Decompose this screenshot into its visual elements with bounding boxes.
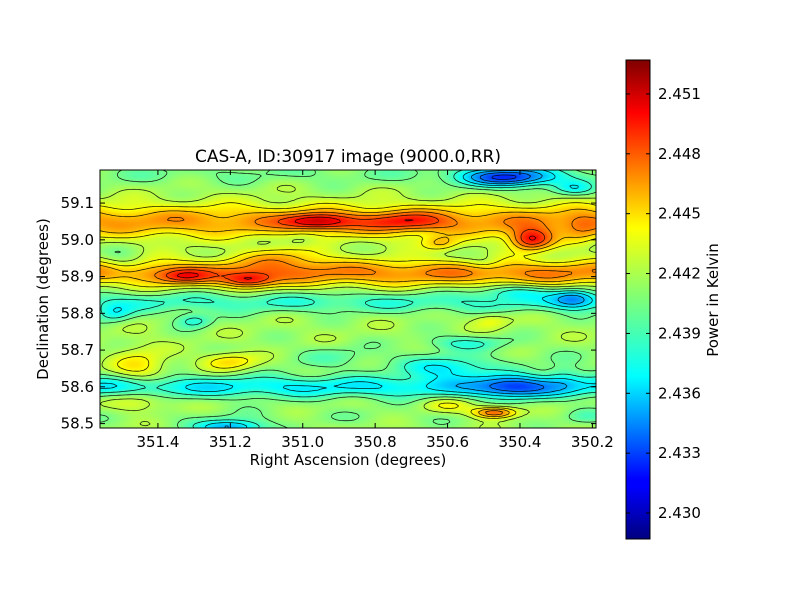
colorbar-tick-label: 2.451 xyxy=(658,85,701,103)
contour-level xyxy=(100,170,596,428)
y-tick-label: 58.7 xyxy=(61,341,94,359)
colorbar: 2.430 2.433 2.436 2.439 2.442 2.445 2.448 2.451… xyxy=(625,59,722,540)
contour-level xyxy=(154,211,596,416)
contour-level xyxy=(165,214,546,284)
contour-level xyxy=(479,172,545,392)
colorbar-label: Power in Kelvin xyxy=(704,243,722,357)
contour-level xyxy=(100,184,596,428)
contour-level xyxy=(100,202,596,419)
y-tick-label: 59.0 xyxy=(61,231,94,249)
colorbar-tick-label: 2.445 xyxy=(658,205,701,223)
chart-title: CAS-A, ID:30917 image (9000.0,RR) xyxy=(195,147,501,167)
x-tick-label: 350.4 xyxy=(498,433,541,451)
y-tick-label: 59.1 xyxy=(61,194,94,212)
y-axis-ticks: 58.5 58.6 58.7 58.8 58.9 59.0 59.1 xyxy=(61,194,596,433)
colorbar-tick-label: 2.436 xyxy=(658,384,701,402)
y-axis-label: Declination (degrees) xyxy=(34,218,52,380)
x-tick-label: 350.2 xyxy=(571,433,614,451)
y-tick-label: 58.8 xyxy=(61,304,94,322)
y-tick-label: 58.5 xyxy=(61,415,94,433)
x-tick-label: 351.0 xyxy=(281,433,324,451)
contour-level xyxy=(100,170,596,428)
colorbar-gradient xyxy=(625,59,651,540)
y-tick-label: 58.9 xyxy=(61,268,94,286)
contour-level xyxy=(100,208,596,418)
x-axis-label: Right Ascension (degrees) xyxy=(250,451,447,469)
y-tick-label: 58.6 xyxy=(61,378,94,396)
plot-frame xyxy=(99,169,597,429)
colorbar-tick-label: 2.448 xyxy=(658,145,701,163)
x-tick-label: 350.6 xyxy=(426,433,469,451)
contour-level xyxy=(100,170,596,428)
heatmap-image xyxy=(100,170,596,428)
colorbar-tick-label: 2.430 xyxy=(658,504,701,522)
x-tick-label: 351.2 xyxy=(209,433,252,451)
colorbar-tick-label: 2.439 xyxy=(658,324,701,342)
plot-area xyxy=(99,169,597,429)
colorbar-tick-label: 2.442 xyxy=(658,265,701,283)
x-tick-label: 351.4 xyxy=(136,433,179,451)
colorbar-ticks: 2.430 2.433 2.436 2.439 2.442 2.445 2.448 2.451 xyxy=(626,85,701,522)
contour-lines xyxy=(100,170,596,428)
x-tick-label: 350.8 xyxy=(354,433,397,451)
colorbar-tick-label: 2.433 xyxy=(658,444,701,462)
contour-level xyxy=(176,216,537,280)
contour-level xyxy=(224,170,585,428)
contour-level xyxy=(491,174,517,180)
x-axis-ticks: 351.4 351.2 351.0 350.8 350.6 350.4 350.2 xyxy=(136,170,614,451)
